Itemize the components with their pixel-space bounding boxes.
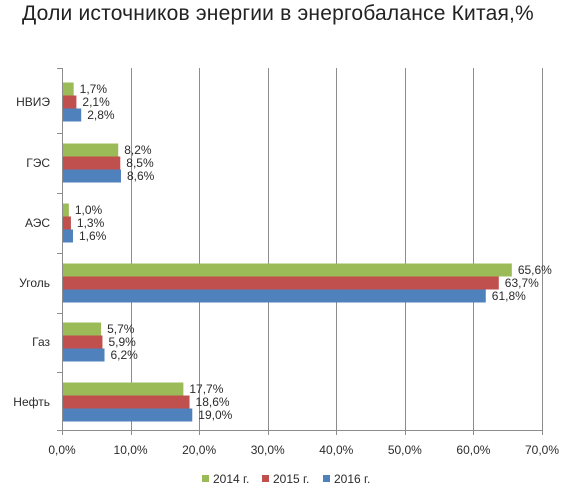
legend-label: 2015 г.	[273, 472, 309, 486]
data-label: 1,6%	[79, 229, 107, 243]
legend-swatch	[323, 475, 330, 482]
bar	[63, 263, 512, 277]
data-label: 1,0%	[75, 203, 103, 217]
legend: 2014 г. 2015 г. 2016 г.	[202, 472, 370, 486]
bar	[63, 108, 82, 122]
category-label: НВИЭ	[16, 95, 50, 109]
category-label: Уголь	[19, 276, 50, 290]
category-label: АЭС	[25, 216, 50, 230]
x-tick-label: 10,0%	[114, 443, 148, 457]
data-label: 2,1%	[82, 95, 110, 109]
data-label: 19,0%	[198, 408, 232, 422]
bar	[63, 143, 119, 157]
axes	[57, 68, 543, 435]
bar	[63, 382, 184, 396]
legend-item: 2015 г.	[262, 472, 309, 486]
x-tick-label: 30,0%	[251, 443, 285, 457]
x-tick-label: 20,0%	[182, 443, 216, 457]
bar	[63, 348, 105, 362]
legend-item: 2014 г.	[202, 472, 249, 486]
bar	[63, 395, 190, 409]
data-labels: 1,7%2,1%2,8% 8,2%8,5%8,6% 1,0%1,3%1,6% 65,6…	[75, 82, 552, 422]
legend-swatch	[202, 475, 209, 482]
bar	[63, 203, 69, 217]
data-label: 1,7%	[80, 82, 108, 96]
data-label: 18,6%	[196, 395, 230, 409]
category-label: Газ	[32, 335, 50, 349]
bar	[63, 95, 77, 109]
bar	[63, 216, 71, 230]
data-label: 5,9%	[108, 335, 136, 349]
bar	[63, 169, 121, 183]
x-tick-label: 0,0%	[48, 443, 76, 457]
data-label: 6,2%	[111, 348, 139, 362]
bar	[63, 289, 486, 303]
legend-label: 2014 г.	[213, 472, 249, 486]
x-tick-label: 60,0%	[456, 443, 490, 457]
data-label: 5,7%	[107, 322, 135, 336]
category-label: ГЭС	[26, 156, 50, 170]
data-label: 2,8%	[87, 108, 115, 122]
data-label: 61,8%	[492, 289, 526, 303]
data-label: 8,2%	[124, 143, 152, 157]
x-tick-labels: 0,0% 10,0% 20,0% 30,0% 40,0% 50,0% 60,0% 70,0%	[48, 443, 559, 457]
legend-item: 2016 г.	[323, 472, 370, 486]
grid-lines	[131, 68, 543, 430]
legend-swatch	[262, 475, 269, 482]
data-label: 63,7%	[505, 276, 539, 290]
bar	[63, 322, 102, 336]
x-tick-label: 40,0%	[319, 443, 353, 457]
bar	[63, 82, 74, 96]
bar	[63, 229, 73, 243]
data-label: 8,5%	[126, 156, 154, 170]
data-label: 1,3%	[77, 216, 105, 230]
bar	[63, 156, 121, 170]
bar	[63, 276, 499, 290]
bars	[63, 82, 512, 422]
data-label: 17,7%	[189, 382, 223, 396]
category-labels: НВИЭ ГЭС АЭС Уголь Газ Нефть	[13, 95, 50, 409]
data-label: 65,6%	[518, 263, 552, 277]
category-label: Нефть	[13, 395, 50, 409]
bar	[63, 335, 103, 349]
bar	[63, 408, 193, 422]
x-tick-label: 50,0%	[388, 443, 422, 457]
legend-label: 2016 г.	[334, 472, 370, 486]
data-label: 8,6%	[127, 169, 155, 183]
chart-title: Доли источников энергии в энергобалансе …	[22, 2, 534, 25]
x-tick-label: 70,0%	[525, 443, 559, 457]
